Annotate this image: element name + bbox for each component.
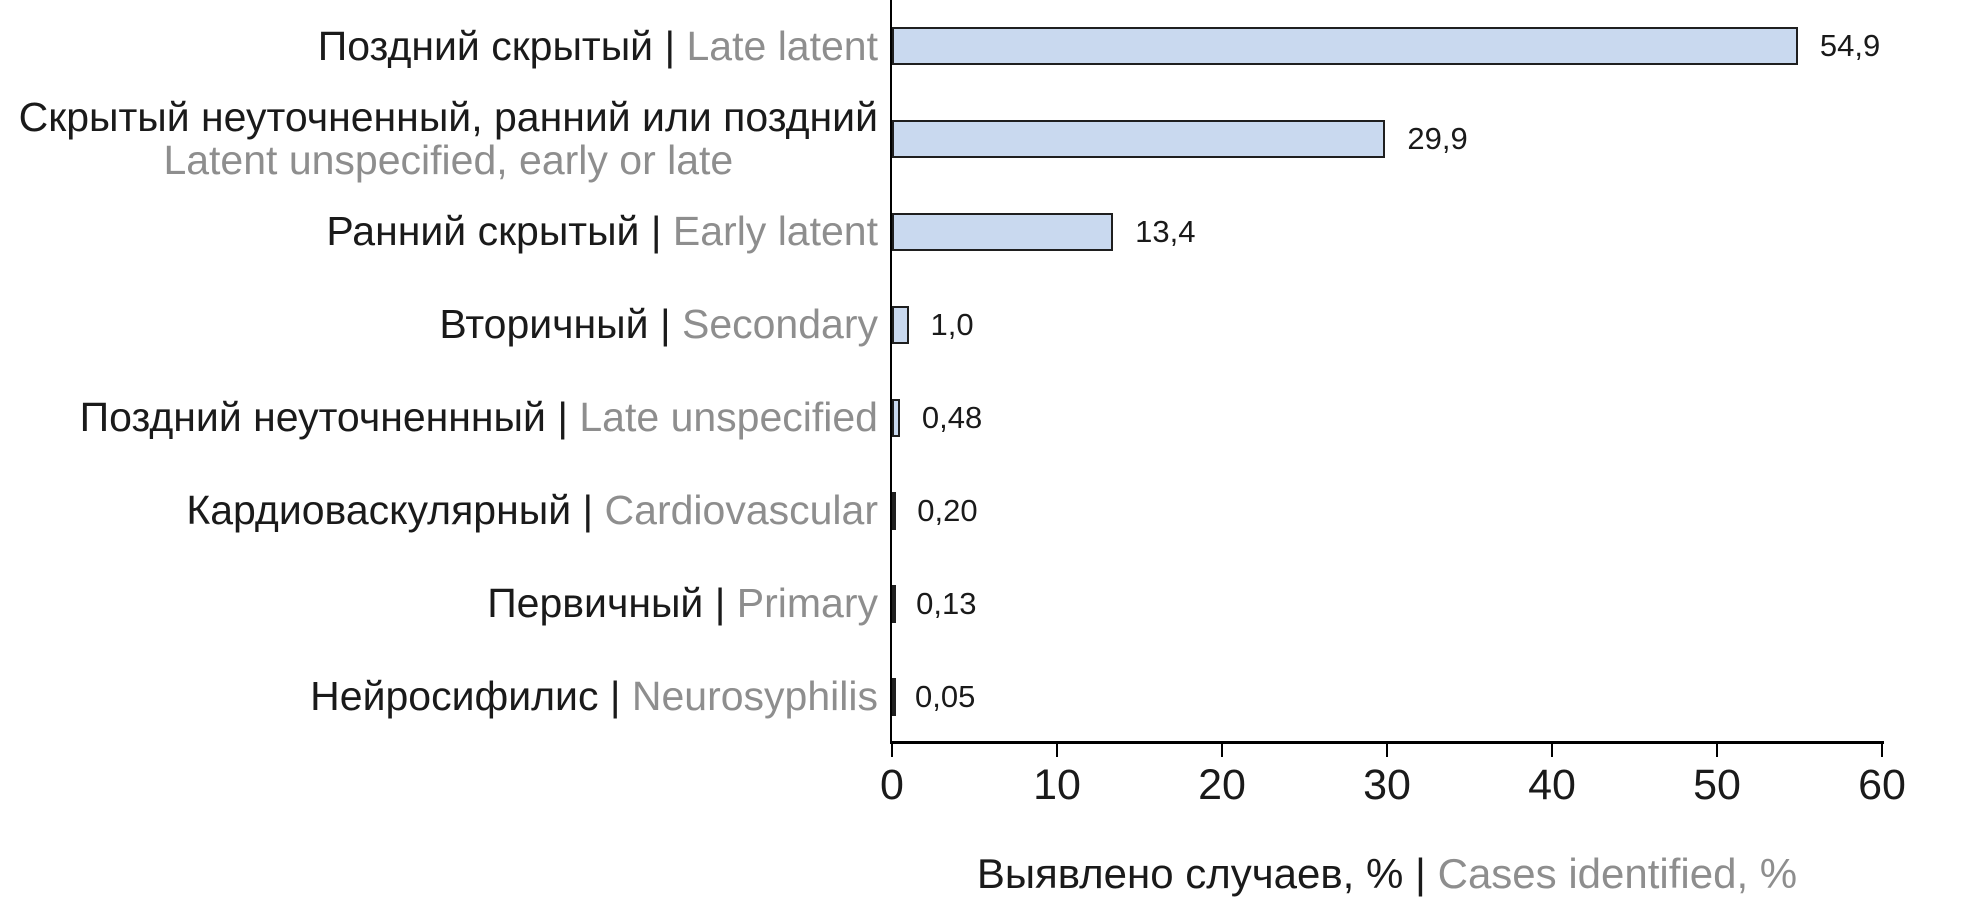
- bar: [892, 398, 900, 437]
- value-label: 13,4: [1135, 214, 1196, 250]
- category-label-russian: Вторичный: [439, 301, 649, 348]
- x-tick-mark: [1386, 744, 1388, 757]
- category-label: Поздний скрытый | Late latent: [0, 0, 878, 93]
- bar: [892, 27, 1798, 66]
- category-label-russian: Нейросифилис: [310, 672, 599, 719]
- category-label-separator: |: [703, 579, 737, 626]
- x-tick-label: 10: [1033, 761, 1081, 809]
- category-label-russian: Ранний скрытый: [326, 208, 640, 255]
- category-label-russian: Поздний скрытый: [317, 22, 654, 69]
- x-tick-mark: [1716, 744, 1718, 757]
- category-label-separator: |: [571, 487, 605, 534]
- x-tick-mark: [1056, 744, 1058, 757]
- category-label: Первичный | Primary: [0, 557, 878, 650]
- x-axis-title-english: Cases identified, %: [1437, 850, 1798, 897]
- value-label: 1,0: [930, 307, 974, 343]
- bar: [892, 677, 896, 716]
- category-label-english: Late unspecified: [579, 394, 878, 441]
- value-label: 0,20: [917, 492, 978, 528]
- category-label-english: Primary: [736, 579, 878, 626]
- bar: [892, 306, 909, 345]
- category-label-russian: Кардиоваскулярный: [186, 487, 572, 534]
- value-label: 0,13: [916, 585, 977, 621]
- category-label-english: Late latent: [686, 22, 879, 69]
- category-label-separator: |: [545, 394, 580, 441]
- x-tick-label: 0: [880, 761, 904, 809]
- category-label-english: Cardiovascular: [604, 487, 878, 534]
- x-tick-mark: [1881, 744, 1883, 757]
- bar: [892, 491, 896, 530]
- category-label-separator: |: [653, 22, 687, 69]
- category-label-russian: Первичный: [487, 579, 704, 626]
- x-tick-label: 50: [1693, 761, 1741, 809]
- x-axis-line: [890, 741, 1884, 744]
- bar: [892, 213, 1114, 252]
- x-tick-label: 40: [1528, 761, 1576, 809]
- y-axis-line: [890, 0, 892, 744]
- category-label-russian: Скрытый неуточненный, ранний или поздний: [18, 93, 878, 140]
- x-tick-mark: [891, 744, 893, 757]
- category-label-separator: |: [648, 301, 682, 348]
- category-label-english: Early latent: [672, 208, 878, 255]
- category-label-separator: |: [639, 208, 673, 255]
- category-label: Скрытый неуточненный, ранний или поздний…: [0, 93, 878, 186]
- value-label: 54,9: [1819, 28, 1881, 64]
- value-label: 0,05: [915, 678, 976, 714]
- x-axis-title-separator: |: [1415, 850, 1426, 897]
- x-tick-label: 60: [1858, 761, 1906, 809]
- category-label-english: Latent unspecified, early or late: [163, 137, 734, 184]
- category-label: Нейросифилис | Neurosyphilis: [0, 650, 878, 743]
- bar: [892, 584, 896, 623]
- value-label: 0,48: [921, 399, 983, 435]
- x-tick-label: 20: [1198, 761, 1246, 809]
- bar: [892, 120, 1386, 159]
- x-tick-mark: [1221, 744, 1223, 757]
- category-label-separator: |: [598, 672, 632, 719]
- category-label: Поздний неуточненнный | Late unspecified: [0, 372, 878, 465]
- category-label: Кардиоваскулярный | Cardiovascular: [0, 464, 878, 557]
- category-label: Ранний скрытый | Early latent: [0, 186, 878, 279]
- x-tick-label: 30: [1363, 761, 1411, 809]
- x-tick-mark: [1551, 744, 1553, 757]
- x-axis-title-russian: Выявлено случаев, %: [976, 850, 1404, 897]
- x-axis-title: Выявлено случаев, % | Cases identified, …: [892, 850, 1882, 897]
- value-label: 29,9: [1407, 121, 1468, 157]
- category-label-english: Neurosyphilis: [631, 672, 878, 719]
- category-label: Вторичный | Secondary: [0, 279, 878, 372]
- category-label-russian: Поздний неуточненнный: [79, 394, 546, 441]
- category-label-english: Secondary: [681, 301, 878, 348]
